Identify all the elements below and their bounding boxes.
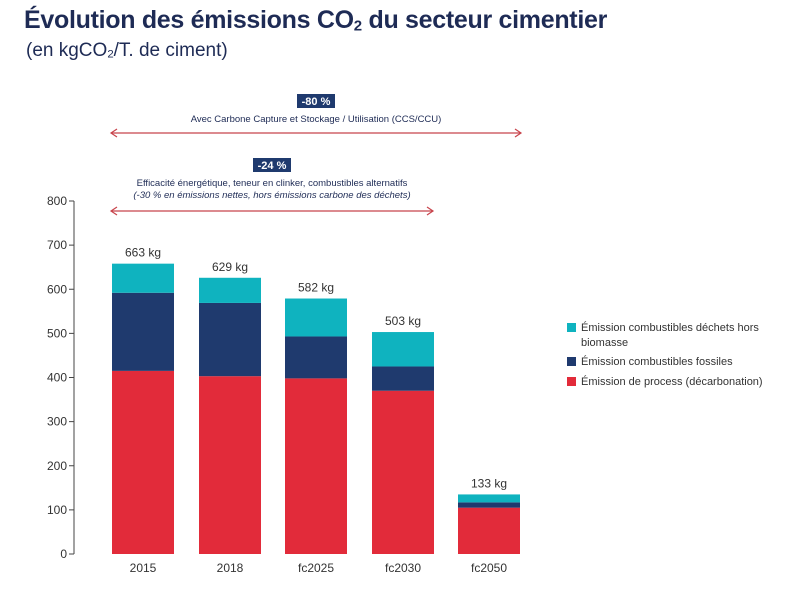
y-tick-label: 500	[47, 326, 67, 340]
bars: 663 kg 2015 629 kg 2018 582 kg fc2025 503 kg fc…	[112, 246, 520, 575]
bar-total-label: 582 kg	[298, 281, 334, 295]
efficiency-note: (-30 % en émissions nettes, hors émissio…	[133, 190, 410, 201]
bar-segment-waste-2018	[199, 277, 261, 303]
bar-segment-fossil-2015	[112, 292, 174, 371]
efficiency-badge	[253, 158, 291, 172]
y-tick-label: 800	[47, 194, 67, 208]
bar-total-label: 133 kg	[471, 476, 507, 490]
y-tick-label: 400	[47, 371, 67, 385]
ccs-badge	[297, 94, 335, 108]
legend-label: Émission de process (décarbonation)	[581, 375, 763, 388]
y-tick-label: 0	[60, 547, 67, 561]
bar-segment-waste-fc2050	[458, 494, 520, 503]
bar-segment-process-fc2025	[285, 378, 347, 554]
y-tick-label: 700	[47, 238, 67, 252]
legend-swatch-fossil	[567, 357, 576, 366]
x-category-label: 2015	[130, 561, 157, 575]
efficiency-badge-text: -24 %	[258, 160, 287, 172]
y-tick-label: 200	[47, 459, 67, 473]
ccs-arrow	[109, 128, 523, 138]
bar-segment-process-2015	[112, 370, 174, 554]
bar-total-label: 629 kg	[212, 260, 248, 274]
y-axis: 0 100 200 300 400 500 600 700 800	[47, 194, 75, 561]
bar-segment-fossil-fc2030	[372, 366, 434, 391]
chart-title: Évolution des émissions CO2 du secteur c…	[24, 6, 608, 35]
y-tick-label: 100	[47, 503, 67, 517]
chart-subtitle: (en kgCO2/T. de ciment)	[26, 40, 228, 61]
x-category-label: fc2025	[298, 561, 334, 575]
y-tick-label: 300	[47, 415, 67, 429]
bar-segment-fossil-fc2050	[458, 502, 520, 508]
legend-swatch-process	[567, 377, 576, 386]
legend-label: biomasse	[581, 337, 628, 349]
bar-segment-waste-fc2030	[372, 332, 434, 367]
legend-swatch-waste	[567, 323, 576, 332]
bar-segment-fossil-2018	[199, 302, 261, 377]
bar-segment-waste-2015	[112, 263, 174, 293]
bar-total-label: 503 kg	[385, 314, 421, 328]
efficiency-arrow	[109, 206, 435, 216]
bar-segment-process-2018	[199, 376, 261, 554]
bar-segment-fossil-fc2025	[285, 336, 347, 379]
x-category-label: fc2030	[385, 561, 421, 575]
bar-segment-process-fc2050	[458, 507, 520, 554]
annotations: -80 % Avec Carbone Capture et Stockage /…	[109, 94, 523, 216]
legend: Émission combustibles déchets hors biomas…	[567, 321, 763, 388]
bar-segment-process-fc2030	[372, 390, 434, 554]
ccs-badge-text: -80 %	[302, 96, 331, 108]
ccs-text: Avec Carbone Capture et Stockage / Utili…	[191, 114, 442, 125]
bar-total-label: 663 kg	[125, 246, 161, 260]
legend-label: Émission combustibles déchets hors	[581, 321, 759, 334]
y-tick-label: 600	[47, 282, 67, 296]
legend-label: Émission combustibles fossiles	[581, 355, 733, 368]
bar-segment-waste-fc2025	[285, 298, 347, 337]
efficiency-text: Efficacité énergétique, teneur en clinke…	[137, 178, 408, 189]
x-category-label: fc2050	[471, 561, 507, 575]
x-category-label: 2018	[217, 561, 244, 575]
